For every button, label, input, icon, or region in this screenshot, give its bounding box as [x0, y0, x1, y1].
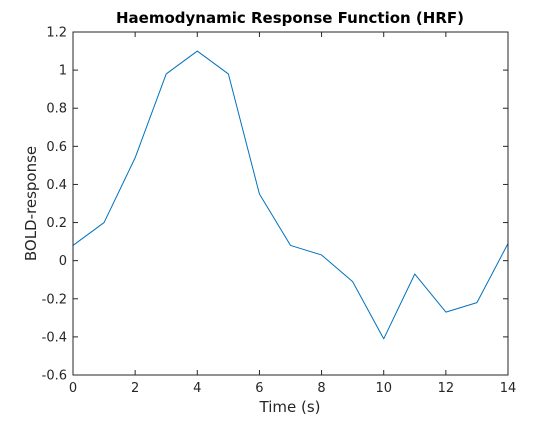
series-layer [72, 50, 509, 340]
y-tick-label: 0 [59, 254, 67, 269]
x-tick-label: 6 [255, 381, 263, 396]
x-tick-label: 4 [193, 381, 201, 396]
x-tick-label: 0 [69, 381, 77, 396]
hrf-series-line [72, 50, 509, 340]
chart-title: Haemodynamic Response Function (HRF) [116, 9, 464, 27]
y-tick-label: 1.2 [46, 26, 67, 41]
x-tick-label: 8 [317, 381, 325, 396]
axes-box [72, 31, 509, 376]
y-tick-label: -0.2 [42, 292, 67, 307]
y-tick-label: 0.8 [46, 102, 67, 117]
x-axis-label: Time (s) [259, 398, 321, 416]
x-tick-label: 14 [500, 381, 517, 396]
y-tick-label: 1 [59, 64, 67, 79]
y-tick-label: -0.4 [42, 330, 67, 345]
x-tick-label: 10 [375, 381, 392, 396]
x-tick-label: 2 [131, 381, 139, 396]
y-tick-label: 0.2 [46, 216, 67, 231]
y-tick-label: 0.4 [46, 178, 67, 193]
plot-area [73, 32, 508, 375]
y-tick-label: 0.6 [46, 140, 67, 155]
y-tick-label: -0.6 [42, 369, 67, 384]
x-tick-label: 12 [438, 381, 455, 396]
y-axis-label: BOLD-response [22, 146, 40, 261]
